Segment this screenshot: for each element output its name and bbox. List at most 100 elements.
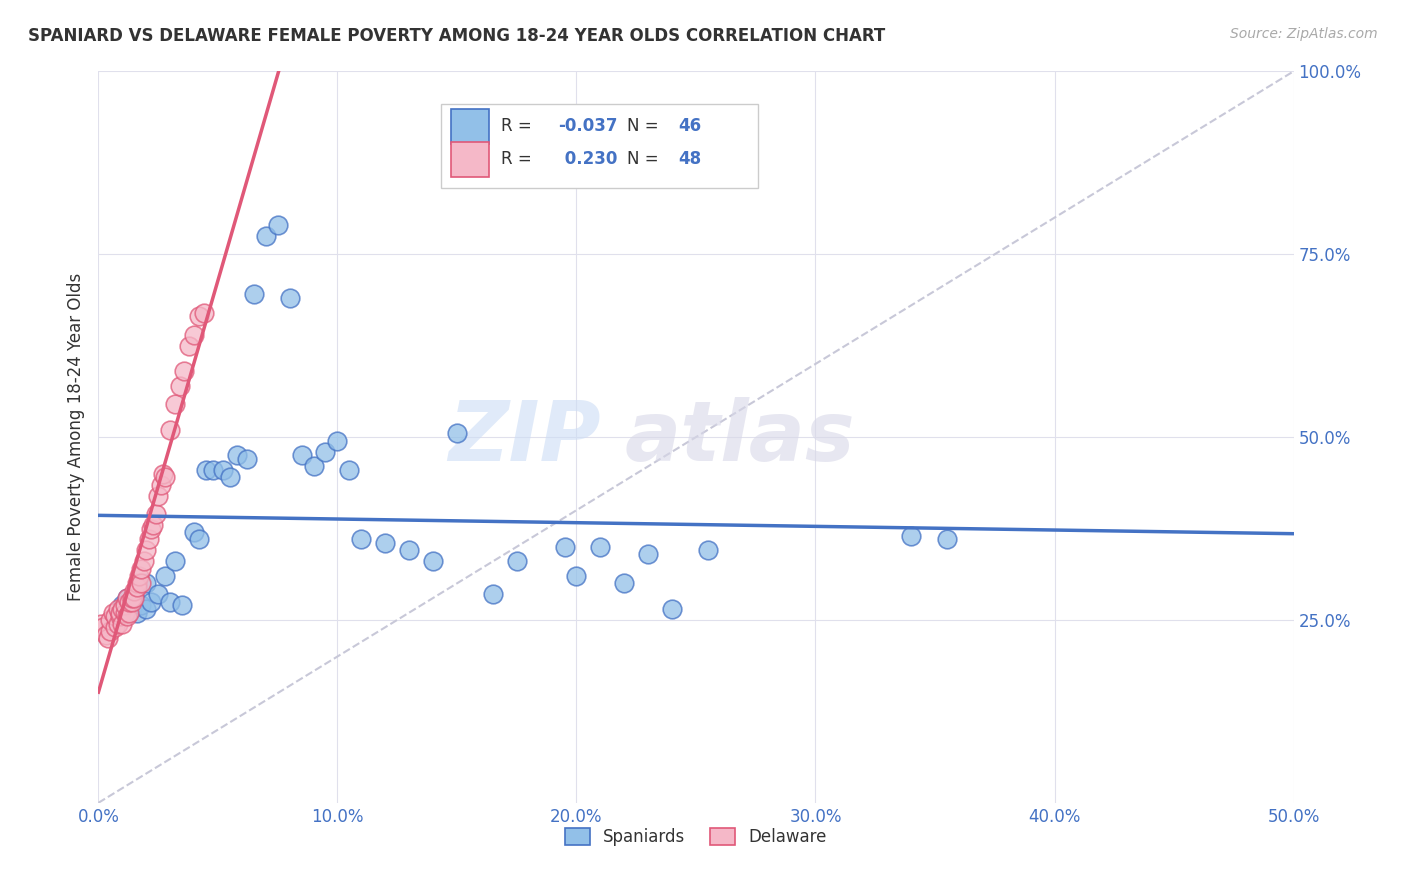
Point [163,554,186,568]
Point [554,540,576,554]
Point [94,627,117,641]
Text: atlas: atlas [624,397,855,477]
Point [107,616,129,631]
Point [98,613,122,627]
Point [132,554,155,568]
Text: N =: N = [627,150,664,168]
Point [118,606,141,620]
Bar [451,109,489,144]
Point [121,602,143,616]
Point [697,543,720,558]
Point [131,576,153,591]
Point [187,533,209,547]
Point [90,616,112,631]
Point [135,576,157,591]
Point [125,576,148,591]
Text: SPANIARD VS DELAWARE FEMALE POVERTY AMONG 18-24 YEAR OLDS CORRELATION CHART: SPANIARD VS DELAWARE FEMALE POVERTY AMON… [28,27,886,45]
Point [291,448,314,462]
Point [115,609,138,624]
Point [446,426,468,441]
Point [124,583,146,598]
Point [155,470,177,484]
Text: 48: 48 [678,150,702,168]
Point [121,591,143,605]
Point [195,463,218,477]
Point [302,459,325,474]
Point [219,470,242,484]
Point [124,587,146,601]
Point [111,602,134,616]
Point [142,517,165,532]
Point [139,521,162,535]
Point [104,609,127,624]
Point [152,467,174,481]
Point [187,310,209,324]
Point [159,594,181,608]
Point [145,507,167,521]
Point [131,599,153,613]
Point [163,397,186,411]
Point [114,599,136,613]
Point [173,364,195,378]
Point [135,602,157,616]
Point [97,632,120,646]
Point [107,602,129,616]
Point [118,594,141,608]
Bar [441,104,758,188]
Point [506,554,529,568]
Point [936,533,959,547]
Point [481,587,505,601]
Point [148,587,170,601]
Point [121,594,143,608]
Point [125,606,148,620]
Point [115,591,138,605]
Point [235,452,257,467]
Point [172,599,194,613]
Point [254,228,277,243]
Point [398,543,420,558]
Text: 0.230: 0.230 [558,150,617,168]
Point [108,606,131,620]
Text: 46: 46 [678,117,702,136]
Point [98,624,122,638]
Point [159,423,181,437]
Point [211,463,233,477]
Point [131,562,153,576]
Point [124,591,146,605]
Point [339,463,361,477]
Point [115,591,138,605]
Point [278,291,301,305]
Point [243,287,266,301]
Y-axis label: Female Poverty Among 18-24 Year Olds: Female Poverty Among 18-24 Year Olds [66,273,84,601]
Point [226,448,249,462]
Point [565,569,588,583]
Point [128,569,150,583]
Text: N =: N = [627,117,664,136]
Point [589,540,612,554]
Point [422,554,444,568]
Text: ZIP: ZIP [447,397,600,477]
Text: R =: R = [501,150,537,168]
Point [148,489,170,503]
Point [374,536,396,550]
Point [139,594,162,608]
Point [149,477,172,491]
Point [661,602,683,616]
Point [108,609,131,624]
Point [193,306,215,320]
Text: R =: R = [501,117,537,136]
Point [135,543,157,558]
Point [91,620,114,634]
Point [202,463,225,477]
Point [326,434,349,448]
Point [350,533,373,547]
Point [900,529,922,543]
Point [179,338,201,352]
Point [183,525,205,540]
Point [613,576,636,591]
Point [155,569,177,583]
Text: Source: ZipAtlas.com: Source: ZipAtlas.com [1230,27,1378,41]
Point [101,606,124,620]
Point [637,547,659,561]
Point [104,620,127,634]
